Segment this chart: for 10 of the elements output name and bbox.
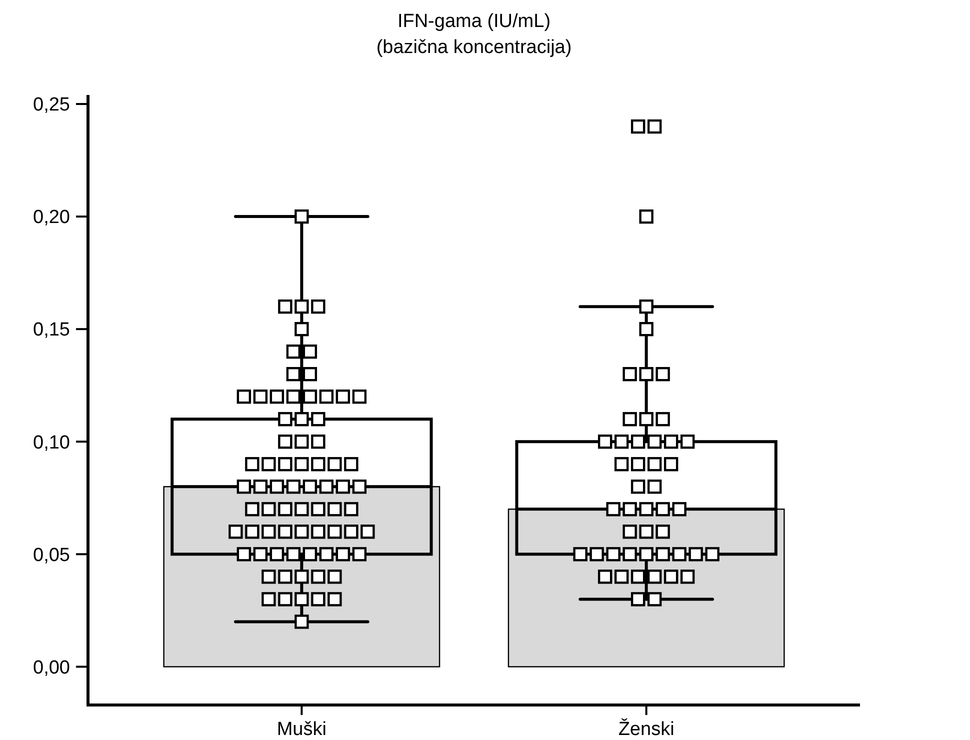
x-tick-label: Muški <box>276 719 326 740</box>
y-tick-label: 0,10 <box>33 432 70 454</box>
y-tick-label: 0,20 <box>33 207 70 228</box>
y-tick-label: 0,15 <box>33 320 70 341</box>
y-tick-label: 0,05 <box>33 544 70 566</box>
x-tick-label: Ženski <box>618 718 674 740</box>
chart-subtitle: (bazična koncentracija) <box>376 37 572 58</box>
y-tick-label: 0,25 <box>33 94 70 116</box>
y-tick-label: 0,00 <box>33 657 70 678</box>
chart-title: IFN-gama (IU/mL) <box>397 11 551 32</box>
